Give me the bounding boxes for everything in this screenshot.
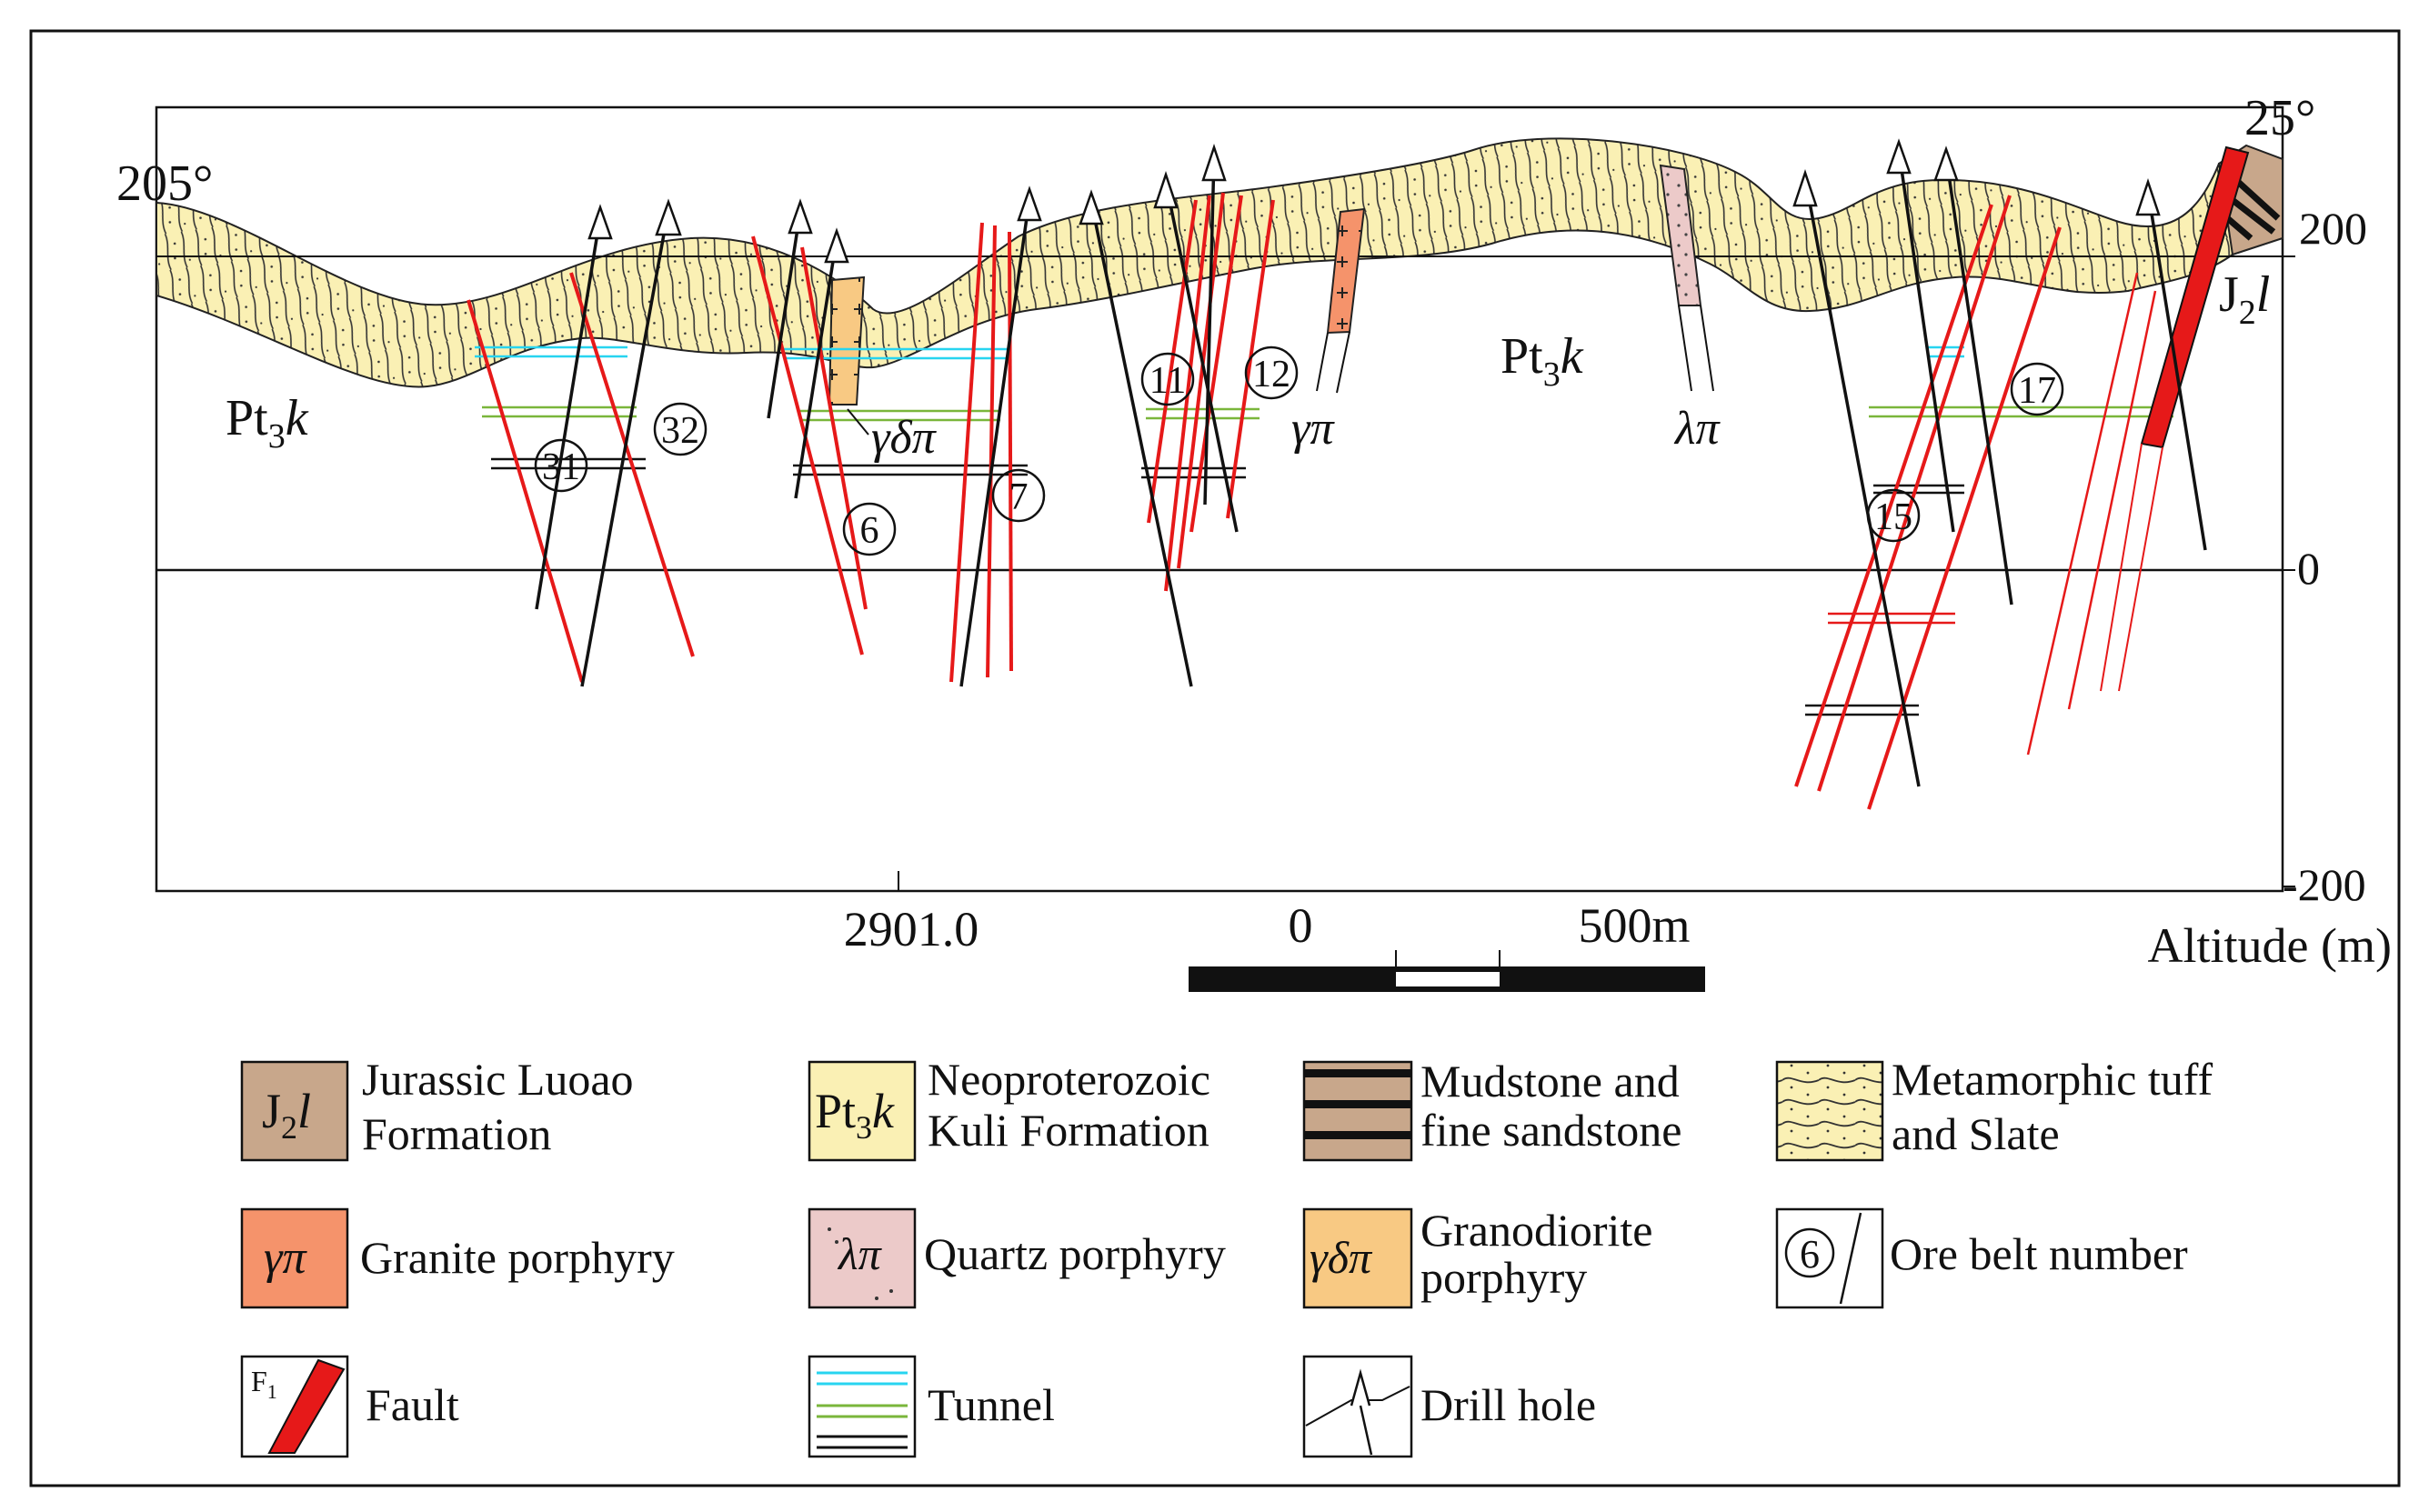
granodiorite-leader bbox=[847, 408, 869, 436]
altitude-tick-neg200: -200 bbox=[2283, 859, 2366, 910]
svg-text:Granite porphyry: Granite porphyry bbox=[360, 1232, 675, 1283]
bearing-left: 205° bbox=[116, 155, 213, 212]
ore-belt-31-label: 31 bbox=[542, 446, 580, 488]
granodiorite-intrusion bbox=[828, 275, 866, 406]
svg-text:Quartz porphyry: Quartz porphyry bbox=[924, 1228, 1226, 1279]
scale-bar: 0 500m bbox=[1189, 898, 1705, 992]
formation-label-left: Pt3k bbox=[226, 390, 309, 456]
svg-text:Jurassic Luoao: Jurassic Luoao bbox=[362, 1054, 634, 1105]
granodiorite-intrusion-label: γδπ bbox=[871, 412, 938, 464]
ore-belt-7: 7 bbox=[991, 468, 1046, 523]
scale-end-label: 500m bbox=[1578, 898, 1690, 953]
legend-item-granite: γπ Granite porphyry bbox=[240, 1207, 675, 1309]
svg-text:Fault: Fault bbox=[366, 1379, 459, 1430]
svg-text:Kuli Formation: Kuli Formation bbox=[928, 1105, 1209, 1156]
granite-intrusion-label: γπ bbox=[1291, 403, 1335, 455]
scale-start-label: 0 bbox=[1289, 898, 1313, 953]
jurassic-label: J2l bbox=[2219, 266, 2270, 332]
svg-text:Neoproterozoic: Neoproterozoic bbox=[928, 1054, 1210, 1105]
legend-item-granodiorite: γδπ Granodiorite porphyry bbox=[1302, 1205, 1652, 1309]
svg-text:Metamorphic tuff: Metamorphic tuff bbox=[1892, 1054, 2213, 1105]
svg-text:Pt3k: Pt3k bbox=[815, 1084, 895, 1146]
quartz-intrusion-label: λπ bbox=[1673, 403, 1721, 455]
svg-text:Mudstone and: Mudstone and bbox=[1420, 1056, 1680, 1106]
main-fault-extension bbox=[2100, 443, 2163, 692]
svg-text:γπ: γπ bbox=[264, 1232, 307, 1284]
altitude-axis: 200 0 -200 Altitude (m) bbox=[2148, 203, 2392, 973]
formation-label-center: Pt3k bbox=[1501, 328, 1584, 394]
legend: J2l Jurassic Luoao Formation Pt3k Neopro… bbox=[240, 1054, 2213, 1458]
cross-section: 31 32 6 7 11 12 15 17 bbox=[116, 90, 2392, 992]
figure-frame bbox=[29, 29, 2401, 1487]
legend-item-drill: Drill hole bbox=[1302, 1355, 1596, 1458]
svg-text:F1: F1 bbox=[251, 1365, 277, 1403]
svg-text:Formation: Formation bbox=[362, 1108, 551, 1159]
legend-item-tuff: Metamorphic tuff and Slate bbox=[1775, 1054, 2213, 1162]
svg-text:J2l: J2l bbox=[262, 1084, 311, 1146]
ore-belt-labels: 31 32 6 7 11 12 15 17 bbox=[534, 345, 2064, 556]
svg-text:λπ: λπ bbox=[837, 1228, 883, 1279]
drill-hole-heads bbox=[587, 138, 2161, 264]
svg-text:fine sandstone: fine sandstone bbox=[1420, 1105, 1681, 1156]
granite-dike-tail bbox=[1316, 331, 1350, 394]
svg-text:Granodiorite: Granodiorite bbox=[1420, 1205, 1652, 1256]
svg-text:and Slate: and Slate bbox=[1892, 1108, 2060, 1159]
bearing-right: 25° bbox=[2244, 90, 2315, 146]
legend-item-mudstone: Mudstone and fine sandstone bbox=[1302, 1056, 1681, 1162]
legend-item-ore-belt: 6 Ore belt number bbox=[1775, 1207, 2188, 1309]
ore-belt-6-label: 6 bbox=[860, 510, 879, 552]
svg-text:Drill hole: Drill hole bbox=[1420, 1379, 1596, 1430]
svg-text:γδπ: γδπ bbox=[1310, 1232, 1373, 1283]
legend-item-quartz: λπ Quartz porphyry bbox=[808, 1207, 1226, 1309]
ore-belt-17-label: 17 bbox=[2018, 370, 2056, 412]
ore-belt-12-label: 12 bbox=[1252, 354, 1290, 396]
ore-belt-32: 32 bbox=[653, 402, 708, 456]
ore-belt-11-label: 11 bbox=[1149, 360, 1186, 402]
ore-belt-15-label: 15 bbox=[1874, 496, 1912, 538]
drill-holes bbox=[535, 149, 2207, 787]
svg-text:porphyry: porphyry bbox=[1420, 1252, 1587, 1303]
altitude-tick-200: 200 bbox=[2299, 203, 2367, 254]
altitude-tick-0: 0 bbox=[2297, 543, 2320, 594]
station-label: 2901.0 bbox=[844, 902, 979, 956]
legend-item-kuli: Pt3k Neoproterozoic Kuli Formation bbox=[808, 1054, 1210, 1162]
ore-belt-17: 17 bbox=[2010, 362, 2064, 416]
ore-belt-15: 15 bbox=[1866, 488, 1921, 543]
ore-belt-31: 31 bbox=[534, 438, 588, 493]
ore-belt-32-label: 32 bbox=[661, 410, 699, 452]
legend-item-tunnel: Tunnel bbox=[808, 1355, 1055, 1458]
legend-item-fault: F1 Fault bbox=[240, 1355, 459, 1458]
svg-text:6: 6 bbox=[1800, 1232, 1820, 1277]
ore-belt-11: 11 bbox=[1140, 352, 1195, 406]
svg-text:Tunnel: Tunnel bbox=[928, 1379, 1055, 1430]
svg-text:Ore belt number: Ore belt number bbox=[1890, 1228, 2188, 1279]
ore-belt-7-label: 7 bbox=[1009, 476, 1029, 518]
legend-item-jurassic: J2l Jurassic Luoao Formation bbox=[240, 1054, 634, 1162]
ore-belt-6: 6 bbox=[842, 502, 897, 556]
quartz-dike-tail bbox=[1678, 305, 1714, 392]
altitude-title: Altitude (m) bbox=[2148, 918, 2392, 973]
ore-belt-12: 12 bbox=[1244, 345, 1299, 400]
